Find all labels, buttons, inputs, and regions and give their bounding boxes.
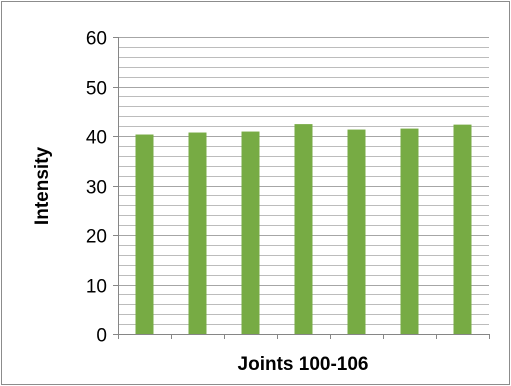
y-tick-labels: 0 10 20 30 40 50 60 [86, 29, 107, 347]
axes [113, 37, 490, 339]
y-tick-label-40: 40 [86, 128, 107, 149]
y-tick-label-30: 30 [86, 178, 107, 199]
bars [135, 124, 472, 335]
y-axis-title: Intensity [32, 147, 53, 226]
y-tick-label-10: 10 [86, 277, 107, 298]
bar-102 [241, 131, 260, 334]
bar-100 [135, 134, 154, 334]
y-tick-label-50: 50 [86, 79, 107, 100]
x-axis-title: Joints 100-106 [238, 354, 369, 375]
bar-101 [188, 132, 207, 334]
bar-105 [400, 128, 419, 334]
y-tick-label-60: 60 [86, 29, 107, 50]
y-tick-label-0: 0 [96, 326, 107, 347]
bar-104 [347, 129, 366, 334]
bar-106 [453, 124, 472, 335]
bar-103 [294, 124, 313, 335]
y-tick-label-20: 20 [86, 227, 107, 248]
